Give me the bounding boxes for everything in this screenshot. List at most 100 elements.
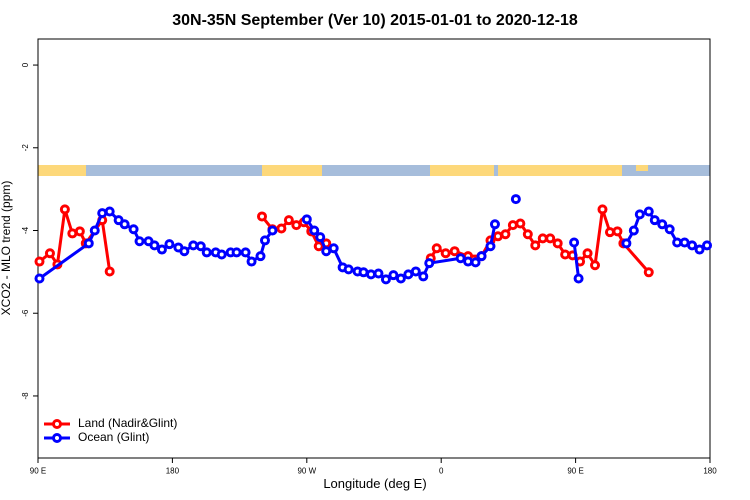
data-point [694, 244, 705, 255]
data-point [34, 256, 45, 267]
x-tick-label: 0 [439, 467, 444, 476]
data-point [395, 273, 406, 284]
data-point [463, 256, 474, 267]
plot-frame [37, 38, 711, 459]
data-point [515, 218, 526, 229]
data-point [343, 264, 354, 275]
data-point [257, 211, 267, 222]
data-point [440, 248, 451, 259]
data-point [309, 225, 320, 236]
data-point [530, 240, 541, 251]
data-point [34, 273, 45, 284]
data-point [582, 248, 593, 259]
x-tick-label: 180 [703, 467, 717, 476]
x-tick-label: 90 W [297, 467, 316, 476]
y-tick-label: -2 [21, 144, 30, 152]
data-point [560, 249, 571, 260]
data-point [545, 233, 556, 244]
data-point [134, 236, 145, 247]
data-point [485, 241, 496, 252]
data-point [179, 246, 190, 257]
data-point [424, 258, 435, 269]
y-tick-label: -8 [21, 392, 30, 400]
data-point [188, 240, 199, 251]
data-point [573, 273, 584, 284]
data-point [315, 232, 326, 243]
data-point [643, 267, 654, 278]
y-tick-label: -6 [21, 309, 30, 317]
x-axis-label: Longitude (deg E) [323, 476, 426, 491]
data-point [621, 238, 632, 249]
data-point [240, 247, 251, 258]
data-point [537, 233, 548, 244]
data-point [291, 220, 302, 231]
data-point [672, 237, 683, 248]
data-point [476, 251, 487, 262]
data-point [612, 226, 623, 237]
data-point [679, 237, 690, 248]
data-point [104, 206, 115, 217]
data-point [403, 269, 414, 280]
data-point [522, 229, 533, 240]
data-point [597, 204, 608, 215]
x-tick-label: 180 [166, 467, 180, 476]
x-tick-label: 90 E [567, 467, 583, 476]
data-point [128, 224, 139, 235]
data-point [231, 247, 242, 258]
data-point [366, 269, 377, 280]
data-point [687, 240, 698, 251]
data-point [246, 256, 257, 267]
data-point [418, 271, 429, 282]
data-point [328, 243, 339, 254]
data-point [149, 240, 160, 251]
data-point [510, 194, 521, 205]
data-point [569, 237, 580, 248]
data-point [628, 225, 639, 236]
data-point [313, 241, 324, 252]
data-point [664, 224, 675, 235]
data-point [634, 209, 645, 220]
data-point [380, 274, 391, 285]
data-point [470, 257, 481, 268]
data-point [431, 243, 442, 254]
legend-label: Land (Nadir&Glint) [78, 416, 177, 430]
data-point [74, 226, 85, 237]
y-axis-label: XCO2 - MLO trend (ppm) [0, 181, 13, 316]
data-point [604, 227, 615, 238]
data-point [358, 267, 369, 278]
data-point [649, 215, 660, 226]
data-point [373, 268, 384, 279]
data-point [164, 239, 175, 250]
data-point [83, 238, 94, 249]
legend-swatch-point [52, 433, 62, 443]
data-point [97, 208, 108, 219]
data-point [489, 219, 500, 230]
land-ocean-strip [38, 165, 710, 176]
data-point [455, 253, 466, 264]
data-point [702, 240, 713, 251]
data-point [449, 246, 460, 257]
data-point [283, 215, 294, 226]
data-point [89, 225, 100, 236]
data-point [267, 225, 278, 236]
data-point [388, 270, 399, 281]
data-point [119, 219, 130, 230]
data-point [507, 220, 518, 231]
data-point [255, 251, 266, 262]
data-point [500, 229, 511, 240]
x-tick-label: 90 E [30, 467, 46, 476]
data-point [657, 219, 668, 230]
data-point [156, 244, 167, 255]
data-point [410, 266, 421, 277]
data-point [552, 238, 563, 249]
data-point [195, 241, 206, 252]
data-point [276, 223, 287, 234]
data-point [59, 204, 70, 215]
data-point [590, 260, 601, 271]
data-point [201, 247, 212, 258]
y-tick-label: 0 [21, 62, 30, 67]
legend-label: Ocean (Glint) [78, 430, 149, 444]
data-point [492, 231, 503, 242]
data-point [259, 235, 270, 246]
